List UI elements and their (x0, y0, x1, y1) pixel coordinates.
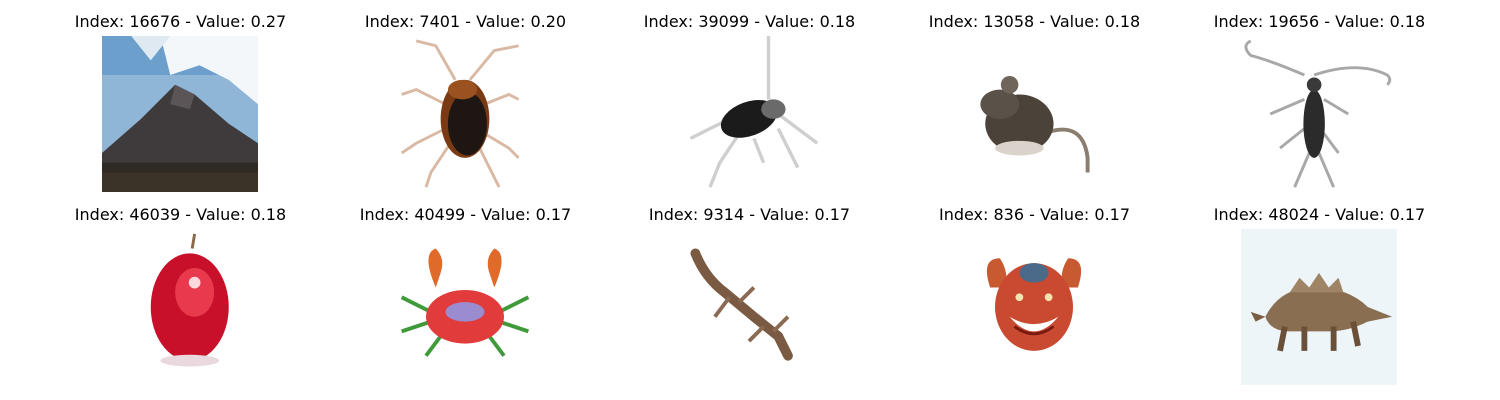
lizard-image (671, 229, 827, 385)
crab-image (387, 229, 543, 385)
cell-title: Index: 39099 - Value: 0.18 (643, 12, 856, 31)
apple-image (102, 229, 258, 385)
grid-cell: Index: 7401 - Value: 0.20 (323, 12, 608, 202)
cell-title: Index: 48024 - Value: 0.17 (1213, 205, 1426, 224)
cell-title: Index: 9314 - Value: 0.17 (648, 205, 851, 224)
grid-cell: Index: 13058 - Value: 0.18 (892, 12, 1177, 202)
grid-cell: Index: 16676 - Value: 0.27 (38, 12, 323, 202)
grid-cell: Index: 39099 - Value: 0.18 (607, 12, 892, 202)
cell-title: Index: 40499 - Value: 0.17 (359, 205, 572, 224)
grid-cell: Index: 40499 - Value: 0.17 (323, 205, 608, 395)
longhorn-beetle-image (1241, 36, 1397, 192)
grid-cell: Index: 48024 - Value: 0.17 (1177, 205, 1462, 395)
rat-image (956, 36, 1112, 192)
cell-title: Index: 836 - Value: 0.17 (938, 205, 1131, 224)
beetle-image (671, 36, 827, 192)
mountain-image (102, 36, 258, 192)
cockroach-image (387, 36, 543, 192)
grid-cell: Index: 9314 - Value: 0.17 (607, 205, 892, 395)
crab-face-image (956, 229, 1112, 385)
cell-title: Index: 46039 - Value: 0.18 (74, 205, 287, 224)
grid-cell: Index: 46039 - Value: 0.18 (38, 205, 323, 395)
grid-cell: Index: 836 - Value: 0.17 (892, 205, 1177, 395)
cell-title: Index: 16676 - Value: 0.27 (74, 12, 287, 31)
cell-title: Index: 13058 - Value: 0.18 (928, 12, 1141, 31)
cell-title: Index: 19656 - Value: 0.18 (1213, 12, 1426, 31)
cell-title: Index: 7401 - Value: 0.20 (364, 12, 567, 31)
grid-cell: Index: 19656 - Value: 0.18 (1177, 12, 1462, 202)
dinosaur-image (1241, 229, 1397, 385)
